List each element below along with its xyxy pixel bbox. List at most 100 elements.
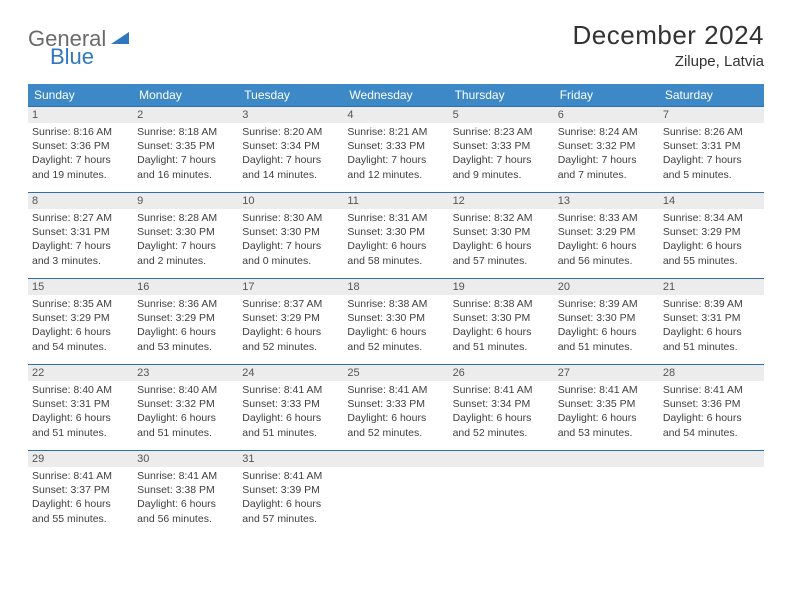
sunrise: Sunrise: 8:41 AM: [347, 383, 444, 397]
sunrise: Sunrise: 8:32 AM: [453, 211, 550, 225]
daylight: Daylight: 6 hours and 55 minutes.: [32, 497, 129, 525]
day-number: 7: [659, 107, 764, 123]
day-number: 19: [449, 279, 554, 295]
day-info: Sunrise: 8:39 AMSunset: 3:31 PMDaylight:…: [663, 297, 760, 354]
sunset: Sunset: 3:31 PM: [663, 311, 760, 325]
sunrise: Sunrise: 8:33 AM: [558, 211, 655, 225]
calendar-cell: 7 Sunrise: 8:26 AMSunset: 3:31 PMDaylight…: [659, 106, 764, 192]
calendar-cell: 6Sunrise: 8:24 AMSunset: 3:32 PMDaylight…: [554, 106, 659, 192]
sunset: Sunset: 3:33 PM: [453, 139, 550, 153]
sunrise: Sunrise: 8:20 AM: [242, 125, 339, 139]
calendar-cell: 9Sunrise: 8:28 AMSunset: 3:30 PMDaylight…: [133, 192, 238, 278]
calendar-cell: 4Sunrise: 8:21 AMSunset: 3:33 PMDaylight…: [343, 106, 448, 192]
sunrise: Sunrise: 8:31 AM: [347, 211, 444, 225]
sunrise: Sunrise: 8:41 AM: [137, 469, 234, 483]
day-number: 30: [133, 451, 238, 467]
calendar-cell: 15Sunrise: 8:35 AMSunset: 3:29 PMDayligh…: [28, 278, 133, 364]
weekday-header: Sunday: [28, 84, 133, 106]
sunset: Sunset: 3:31 PM: [32, 397, 129, 411]
sunset: Sunset: 3:33 PM: [347, 397, 444, 411]
calendar-row: 15Sunrise: 8:35 AMSunset: 3:29 PMDayligh…: [28, 278, 764, 364]
daylight: Daylight: 6 hours and 52 minutes.: [347, 325, 444, 353]
sunrise: Sunrise: 8:35 AM: [32, 297, 129, 311]
day-number: 8: [28, 193, 133, 209]
sunset: Sunset: 3:33 PM: [347, 139, 444, 153]
calendar-cell: 19Sunrise: 8:38 AMSunset: 3:30 PMDayligh…: [449, 278, 554, 364]
day-number: 31: [238, 451, 343, 467]
calendar-cell: 22Sunrise: 8:40 AMSunset: 3:31 PMDayligh…: [28, 364, 133, 450]
weekday-header: Friday: [554, 84, 659, 106]
day-info: Sunrise: 8:23 AMSunset: 3:33 PMDaylight:…: [453, 125, 550, 182]
sunset: Sunset: 3:29 PM: [663, 225, 760, 239]
daylight: Daylight: 7 hours and 16 minutes.: [137, 153, 234, 181]
daylight: Daylight: 7 hours and 2 minutes.: [137, 239, 234, 267]
calendar-cell: [554, 450, 659, 536]
sunset: Sunset: 3:30 PM: [347, 225, 444, 239]
daylight: Daylight: 7 hours and 5 minutes.: [663, 153, 760, 181]
daylight: Daylight: 7 hours and 0 minutes.: [242, 239, 339, 267]
sunrise: Sunrise: 8:38 AM: [347, 297, 444, 311]
day-number: 23: [133, 365, 238, 381]
sunset: Sunset: 3:30 PM: [558, 311, 655, 325]
calendar-cell: 1 Sunrise: 8:16 AMSunset: 3:36 PMDaylight…: [28, 106, 133, 192]
weekday-header: Tuesday: [238, 84, 343, 106]
day-info: Sunrise: 8:16 AMSunset: 3:36 PMDaylight:…: [32, 125, 129, 182]
empty-day: [343, 451, 448, 467]
sunset: Sunset: 3:30 PM: [137, 225, 234, 239]
sunrise: Sunrise: 8:39 AM: [558, 297, 655, 311]
day-number: 1: [28, 107, 133, 123]
sunrise: Sunrise: 8:40 AM: [32, 383, 129, 397]
day-number: 24: [238, 365, 343, 381]
calendar-cell: 23 Sunrise: 8:40 AMSunset: 3:32 PMDayligh…: [133, 364, 238, 450]
day-info: Sunrise: 8:31 AMSunset: 3:30 PMDaylight:…: [347, 211, 444, 268]
sunrise: Sunrise: 8:41 AM: [558, 383, 655, 397]
daylight: Daylight: 6 hours and 54 minutes.: [663, 411, 760, 439]
sunset: Sunset: 3:31 PM: [663, 139, 760, 153]
calendar-cell: 3Sunrise: 8:20 AMSunset: 3:34 PMDaylight…: [238, 106, 343, 192]
calendar-cell: [449, 450, 554, 536]
daylight: Daylight: 6 hours and 53 minutes.: [558, 411, 655, 439]
sunrise: Sunrise: 8:18 AM: [137, 125, 234, 139]
calendar-cell: [659, 450, 764, 536]
daylight: Daylight: 6 hours and 57 minutes.: [453, 239, 550, 267]
day-number: 28: [659, 365, 764, 381]
page-title: December 2024: [573, 20, 765, 51]
empty-day: [554, 451, 659, 467]
sunset: Sunset: 3:33 PM: [242, 397, 339, 411]
day-info: Sunrise: 8:40 AMSunset: 3:32 PMDaylight:…: [137, 383, 234, 440]
day-number: 20: [554, 279, 659, 295]
calendar-cell: 14Sunrise: 8:34 AMSunset: 3:29 PMDayligh…: [659, 192, 764, 278]
sunset: Sunset: 3:30 PM: [453, 225, 550, 239]
calendar-cell: 21Sunrise: 8:39 AMSunset: 3:31 PMDayligh…: [659, 278, 764, 364]
calendar-cell: 26Sunrise: 8:41 AMSunset: 3:34 PMDayligh…: [449, 364, 554, 450]
title-block: December 2024 Zilupe, Latvia: [573, 20, 765, 70]
sunrise: Sunrise: 8:28 AM: [137, 211, 234, 225]
sunset: Sunset: 3:35 PM: [137, 139, 234, 153]
day-info: Sunrise: 8:35 AMSunset: 3:29 PMDaylight:…: [32, 297, 129, 354]
daylight: Daylight: 6 hours and 51 minutes.: [558, 325, 655, 353]
day-number: 5: [449, 107, 554, 123]
logo-text-blue: Blue: [50, 44, 94, 69]
calendar-row: 29Sunrise: 8:41 AMSunset: 3:37 PMDayligh…: [28, 450, 764, 536]
daylight: Daylight: 6 hours and 51 minutes.: [242, 411, 339, 439]
day-number: 11: [343, 193, 448, 209]
sunrise: Sunrise: 8:26 AM: [663, 125, 760, 139]
daylight: Daylight: 6 hours and 56 minutes.: [137, 497, 234, 525]
sunrise: Sunrise: 8:40 AM: [137, 383, 234, 397]
empty-day: [449, 451, 554, 467]
calendar-cell: 2Sunrise: 8:18 AMSunset: 3:35 PMDaylight…: [133, 106, 238, 192]
day-number: 18: [343, 279, 448, 295]
day-number: 16: [133, 279, 238, 295]
weekday-header: Saturday: [659, 84, 764, 106]
day-info: Sunrise: 8:38 AMSunset: 3:30 PMDaylight:…: [347, 297, 444, 354]
day-info: Sunrise: 8:40 AMSunset: 3:31 PMDaylight:…: [32, 383, 129, 440]
daylight: Daylight: 6 hours and 52 minutes.: [453, 411, 550, 439]
day-number: 6: [554, 107, 659, 123]
sunset: Sunset: 3:30 PM: [453, 311, 550, 325]
weekday-header: Monday: [133, 84, 238, 106]
daylight: Daylight: 6 hours and 53 minutes.: [137, 325, 234, 353]
day-info: Sunrise: 8:41 AMSunset: 3:36 PMDaylight:…: [663, 383, 760, 440]
sunset: Sunset: 3:34 PM: [242, 139, 339, 153]
sunrise: Sunrise: 8:16 AM: [32, 125, 129, 139]
sunrise: Sunrise: 8:37 AM: [242, 297, 339, 311]
